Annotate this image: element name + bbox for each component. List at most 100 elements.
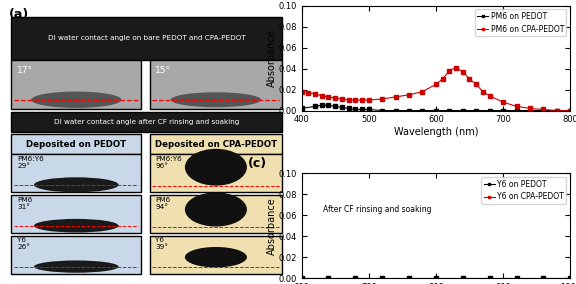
Y6 on CPA-PEDOT: [513, 279, 520, 282]
Y-axis label: Absorbance: Absorbance: [267, 197, 277, 255]
PM6 on CPA-PEDOT: [433, 83, 439, 86]
PM6 on CPA-PEDOT: [319, 94, 325, 98]
Ellipse shape: [34, 177, 119, 192]
PM6 on PEDOT: [526, 109, 533, 112]
PM6 on CPA-PEDOT: [345, 98, 352, 102]
Text: PM6
31°: PM6 31°: [17, 197, 32, 210]
Text: 15°: 15°: [156, 66, 171, 75]
PM6 on CPA-PEDOT: [567, 109, 574, 112]
FancyBboxPatch shape: [12, 112, 282, 132]
PM6 on CPA-PEDOT: [406, 93, 412, 97]
Text: (c): (c): [248, 157, 267, 170]
FancyBboxPatch shape: [12, 154, 141, 193]
Legend: Y6 on PEDOT, Y6 on CPA-PEDOT: Y6 on PEDOT, Y6 on CPA-PEDOT: [482, 177, 566, 204]
PM6 on PEDOT: [365, 108, 372, 111]
Y6 on PEDOT: [567, 277, 574, 280]
PM6 on CPA-PEDOT: [325, 95, 332, 99]
FancyBboxPatch shape: [150, 60, 282, 109]
PM6 on CPA-PEDOT: [466, 77, 473, 81]
PM6 on PEDOT: [379, 109, 386, 112]
Y6 on CPA-PEDOT: [325, 279, 332, 282]
PM6 on CPA-PEDOT: [392, 95, 399, 99]
FancyBboxPatch shape: [12, 60, 141, 109]
Ellipse shape: [31, 91, 122, 108]
Y6 on CPA-PEDOT: [298, 279, 305, 282]
PM6 on CPA-PEDOT: [298, 90, 305, 93]
Y6 on CPA-PEDOT: [406, 279, 412, 282]
FancyBboxPatch shape: [12, 236, 141, 274]
Ellipse shape: [185, 193, 247, 227]
Text: 17°: 17°: [17, 66, 33, 75]
Y6 on CPA-PEDOT: [352, 279, 359, 282]
Ellipse shape: [185, 247, 247, 268]
PM6 on PEDOT: [339, 106, 346, 109]
Line: PM6 on CPA-PEDOT: PM6 on CPA-PEDOT: [300, 66, 572, 112]
Y6 on CPA-PEDOT: [379, 279, 386, 282]
Y6 on PEDOT: [352, 277, 359, 280]
Y6 on CPA-PEDOT: [433, 279, 439, 282]
PM6 on PEDOT: [473, 109, 480, 112]
PM6 on CPA-PEDOT: [486, 94, 493, 98]
Y6 on CPA-PEDOT: [540, 279, 547, 282]
Text: DI water contact angle after CF rinsing and soaking: DI water contact angle after CF rinsing …: [54, 119, 240, 125]
PM6 on PEDOT: [392, 109, 399, 112]
PM6 on CPA-PEDOT: [554, 109, 560, 112]
PM6 on CPA-PEDOT: [339, 97, 346, 101]
PM6 on PEDOT: [486, 109, 493, 112]
PM6 on CPA-PEDOT: [540, 108, 547, 111]
PM6 on PEDOT: [567, 109, 574, 112]
PM6 on CPA-PEDOT: [359, 98, 366, 102]
PM6 on CPA-PEDOT: [459, 70, 466, 74]
Legend: PM6 on PEDOT, PM6 on CPA-PEDOT: PM6 on PEDOT, PM6 on CPA-PEDOT: [475, 9, 566, 36]
PM6 on PEDOT: [446, 109, 453, 112]
Line: Y6 on PEDOT: Y6 on PEDOT: [300, 277, 572, 280]
PM6 on CPA-PEDOT: [352, 98, 359, 102]
PM6 on PEDOT: [419, 109, 426, 112]
PM6 on PEDOT: [554, 109, 560, 112]
Line: Y6 on CPA-PEDOT: Y6 on CPA-PEDOT: [300, 279, 572, 282]
Y6 on PEDOT: [513, 277, 520, 280]
PM6 on PEDOT: [298, 107, 305, 110]
Y6 on CPA-PEDOT: [567, 279, 574, 282]
FancyBboxPatch shape: [12, 16, 282, 60]
Text: (b): (b): [248, 0, 268, 2]
Text: (a): (a): [9, 9, 29, 21]
Y6 on CPA-PEDOT: [486, 279, 493, 282]
PM6 on CPA-PEDOT: [312, 92, 319, 95]
Text: After CF rinsing and soaking: After CF rinsing and soaking: [323, 205, 431, 214]
PM6 on PEDOT: [312, 105, 319, 108]
PM6 on PEDOT: [332, 105, 339, 108]
Text: Deposited on CPA-PEDOT: Deposited on CPA-PEDOT: [155, 140, 277, 149]
Text: DI water contact angle on bare PEDOT and CPA-PEDOT: DI water contact angle on bare PEDOT and…: [48, 36, 246, 41]
Text: Deposited on PEDOT: Deposited on PEDOT: [26, 140, 126, 149]
PM6 on CPA-PEDOT: [365, 98, 372, 102]
PM6 on CPA-PEDOT: [446, 69, 453, 72]
PM6 on CPA-PEDOT: [379, 97, 386, 101]
FancyBboxPatch shape: [150, 134, 282, 154]
FancyBboxPatch shape: [12, 134, 141, 154]
Y6 on CPA-PEDOT: [459, 279, 466, 282]
Ellipse shape: [185, 149, 247, 186]
PM6 on CPA-PEDOT: [439, 77, 446, 81]
PM6 on PEDOT: [406, 109, 412, 112]
Text: Y6
39°: Y6 39°: [156, 237, 168, 250]
X-axis label: Wavelength (nm): Wavelength (nm): [393, 127, 478, 137]
PM6 on CPA-PEDOT: [453, 66, 460, 69]
PM6 on CPA-PEDOT: [473, 83, 480, 86]
PM6 on PEDOT: [319, 104, 325, 107]
Y6 on PEDOT: [459, 277, 466, 280]
PM6 on CPA-PEDOT: [526, 107, 533, 110]
Y6 on PEDOT: [379, 277, 386, 280]
Y6 on PEDOT: [540, 277, 547, 280]
PM6 on CPA-PEDOT: [332, 96, 339, 100]
PM6 on PEDOT: [499, 109, 506, 112]
PM6 on PEDOT: [513, 109, 520, 112]
Line: PM6 on PEDOT: PM6 on PEDOT: [300, 104, 572, 112]
PM6 on CPA-PEDOT: [479, 90, 486, 93]
FancyBboxPatch shape: [150, 195, 282, 233]
FancyBboxPatch shape: [150, 236, 282, 274]
PM6 on PEDOT: [359, 108, 366, 111]
Y6 on PEDOT: [298, 277, 305, 280]
Ellipse shape: [170, 92, 261, 107]
FancyBboxPatch shape: [150, 154, 282, 193]
